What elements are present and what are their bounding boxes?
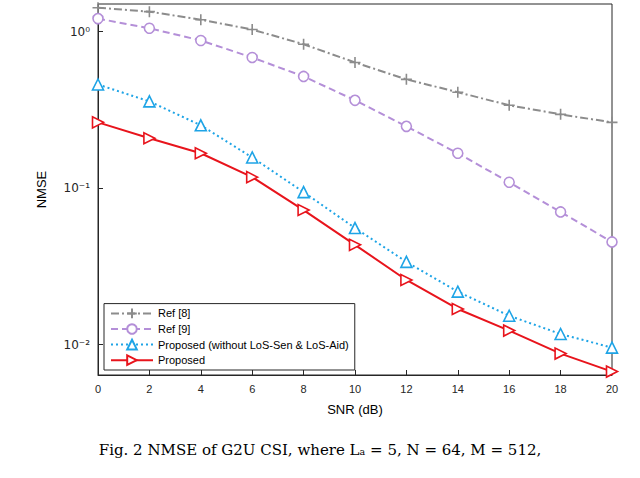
svg-text:2: 2	[146, 383, 152, 395]
svg-text:0: 0	[95, 383, 101, 395]
svg-text:16: 16	[503, 383, 515, 395]
svg-text:NMSE: NMSE	[34, 170, 49, 208]
svg-text:6: 6	[249, 383, 255, 395]
svg-text:Ref [9]: Ref [9]	[158, 323, 190, 335]
svg-text:Proposed (without LoS-Sen & Lo: Proposed (without LoS-Sen & LoS-Aid)	[158, 339, 349, 351]
svg-text:14: 14	[452, 383, 464, 395]
svg-text:10⁻²: 10⁻²	[64, 338, 91, 352]
svg-text:8: 8	[301, 383, 307, 395]
svg-text:20: 20	[606, 383, 618, 395]
svg-text:10⁻¹: 10⁻¹	[64, 181, 91, 195]
svg-text:12: 12	[400, 383, 412, 395]
svg-text:Proposed: Proposed	[158, 354, 205, 366]
svg-text:10⁰: 10⁰	[70, 25, 90, 39]
svg-text:Ref [8]: Ref [8]	[158, 307, 190, 319]
svg-text:18: 18	[554, 383, 566, 395]
svg-text:10: 10	[349, 383, 361, 395]
svg-text:SNR (dB): SNR (dB)	[327, 402, 383, 417]
svg-text:Fig. 2 NMSE of G2U CSI, where: Fig. 2 NMSE of G2U CSI, where Lₐ = 5, N …	[99, 441, 541, 459]
svg-text:4: 4	[198, 383, 204, 395]
